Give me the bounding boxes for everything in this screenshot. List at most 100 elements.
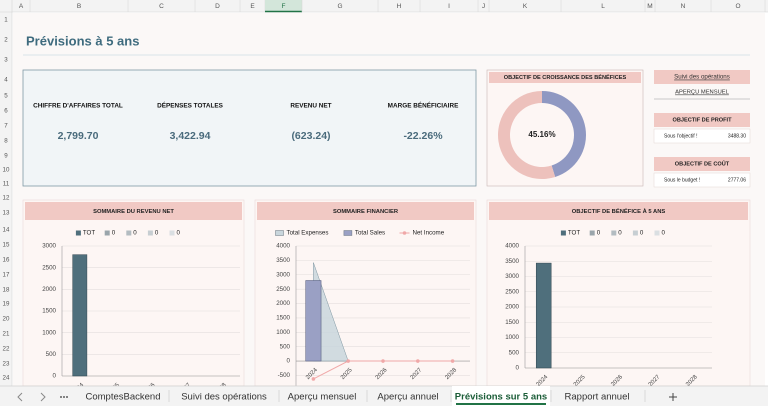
column-header: E [250, 3, 255, 10]
row-number: 14 [3, 227, 10, 234]
bar [73, 255, 87, 376]
kpi-label: DÉPENSES TOTALES [157, 101, 224, 110]
chart-panel [487, 200, 750, 386]
column-header: D [215, 3, 220, 10]
row-number: 10 [3, 167, 10, 174]
kpi-value: 3,422.94 [170, 130, 211, 142]
legend-label: TOT [568, 230, 580, 237]
row-number: 11 [3, 181, 10, 188]
y-tick-label: 4000 [505, 243, 519, 250]
row-number: 21 [3, 331, 10, 338]
y-tick-label: 500 [46, 351, 57, 358]
kpi-value: 2,799.70 [58, 130, 99, 142]
y-tick-label: 2500 [505, 288, 519, 295]
row-number: 19 [3, 301, 10, 308]
tab-label[interactable]: Aperçu annuel [377, 392, 438, 403]
goal-status: Sous le budget ! [664, 177, 700, 183]
column-header: I [448, 3, 450, 10]
legend-label: Total Expenses [287, 230, 329, 237]
y-tick-label: 1000 [276, 329, 290, 336]
row-number: 15 [3, 242, 10, 249]
y-tick-label: 2500 [42, 264, 56, 271]
y-tick-label: 0 [516, 365, 520, 372]
line-marker [381, 359, 385, 363]
dot [66, 396, 68, 398]
y-tick-label: -500 [278, 372, 291, 379]
column-header: B [77, 3, 81, 10]
column-header: C [159, 3, 164, 10]
dot [63, 396, 65, 398]
legend-label: 0 [133, 230, 137, 237]
y-tick-label: 2500 [276, 286, 290, 293]
chart-title: SOMMAIRE DU REVENU NET [93, 209, 174, 215]
y-tick-label: 2000 [276, 300, 290, 307]
legend-swatch [76, 231, 81, 236]
legend-swatch [126, 231, 131, 236]
tab-label[interactable]: Suivi des opérations [181, 392, 267, 403]
legend-label: TOT [83, 230, 95, 237]
legend-swatch [148, 231, 153, 236]
legend-swatch [611, 231, 616, 236]
row-number: 5 [4, 93, 8, 100]
tab-label[interactable]: Rapport annuel [565, 392, 630, 403]
row-number: 17 [3, 272, 10, 279]
y-tick-label: 1000 [42, 329, 56, 336]
row-number: 16 [3, 257, 10, 264]
y-tick-label: 3500 [276, 257, 290, 264]
column-header: L [601, 3, 605, 10]
row-number: 23 [3, 361, 10, 368]
column-header: G [337, 3, 342, 10]
column-header: F [282, 3, 286, 10]
legend-swatch [561, 231, 566, 236]
chart-title: OBJECTIF DE CROISSANCE DES BÉNÉFICES [504, 73, 627, 81]
legend-label: 0 [112, 230, 116, 237]
kpi-label: CHIFFRE D'AFFAIRES TOTAL [33, 103, 123, 110]
legend-swatch [105, 231, 110, 236]
tab-label[interactable]: ComptesBackend [86, 392, 161, 403]
line-marker [346, 359, 350, 363]
legend-label: 0 [597, 230, 601, 237]
column-header: N [681, 3, 686, 10]
kpi-label: REVENU NET [290, 103, 331, 110]
more-tabs[interactable] [60, 396, 68, 398]
legend-label: 0 [640, 230, 644, 237]
legend-swatch [633, 231, 638, 236]
tab-label[interactable]: Prévisions sur 5 ans [455, 392, 547, 403]
column-header-bar [0, 0, 768, 12]
sub-link[interactable]: APERÇU MENSUEL [675, 90, 730, 96]
column-header: J [482, 3, 485, 10]
legend-swatch [170, 231, 175, 236]
kpi-value: (623.24) [291, 130, 330, 142]
column-header: A [19, 3, 24, 10]
y-tick-label: 0 [53, 373, 57, 380]
bar [536, 263, 551, 368]
y-tick-label: 0 [287, 358, 291, 365]
legend-swatch [655, 231, 660, 236]
y-tick-label: 4000 [276, 243, 290, 250]
y-tick-label: 2000 [42, 286, 56, 293]
goal-title: OBJECTIF DE COÛT [675, 160, 730, 167]
column-header: H [397, 3, 402, 10]
row-number: 6 [4, 108, 8, 115]
goal-title: OBJECTIF DE PROFIT [672, 117, 732, 123]
donut-label: 45.16% [528, 130, 555, 139]
goal-value: 3488.30 [728, 133, 746, 139]
row-number: 9 [4, 153, 8, 160]
y-tick-label: 3000 [505, 273, 519, 280]
y-tick-label: 3500 [505, 258, 519, 265]
legend-swatch [344, 231, 352, 236]
column-header: K [523, 3, 528, 10]
dot [60, 396, 62, 398]
row-number: 1 [4, 17, 8, 24]
legend-label: 0 [155, 230, 159, 237]
bar [306, 281, 321, 362]
kpi-label: MARGE BÉNÉFICIAIRE [388, 101, 459, 110]
chart-title: SOMMAIRE FINANCIER [333, 209, 399, 215]
row-number: 13 [3, 210, 10, 217]
link[interactable]: Suivi des opérations [674, 74, 730, 81]
kpi-value: -22.26% [403, 130, 443, 142]
tab-label[interactable]: Aperçu mensuel [288, 392, 357, 403]
row-number: 12 [3, 195, 10, 202]
line-marker [451, 359, 455, 363]
